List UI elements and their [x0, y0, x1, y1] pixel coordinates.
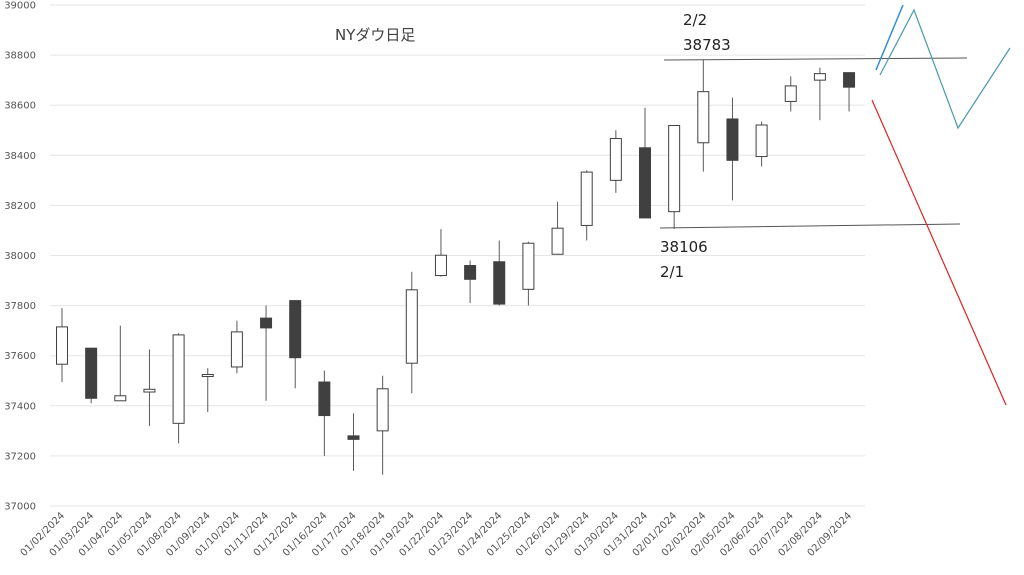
candle — [493, 240, 506, 306]
candle-body — [289, 300, 302, 359]
candle-body — [551, 227, 564, 255]
candle — [56, 308, 68, 383]
candle-body — [405, 289, 418, 364]
candle-body — [56, 326, 68, 365]
candle-body — [230, 331, 243, 368]
candle — [289, 300, 302, 389]
candle — [697, 59, 710, 172]
y-tick-label: 37600 — [4, 351, 36, 362]
y-tick-label: 38200 — [4, 201, 36, 212]
candle — [230, 320, 243, 374]
candle — [843, 72, 856, 112]
y-tick-label: 38400 — [4, 151, 36, 162]
candle — [172, 333, 185, 444]
candle — [318, 370, 331, 456]
candle-body — [522, 242, 535, 290]
candle — [260, 305, 273, 401]
y-tick-label: 37800 — [4, 301, 36, 312]
candle — [726, 97, 739, 201]
blue-projection-line — [875, 4, 904, 71]
candle — [347, 413, 360, 471]
candles — [56, 59, 856, 475]
candle — [813, 67, 826, 121]
candle — [522, 241, 535, 306]
candle — [668, 124, 681, 229]
candle-body — [609, 138, 622, 181]
candle-body — [143, 388, 156, 393]
candle-body — [114, 395, 127, 402]
y-tick-label: 38800 — [4, 51, 36, 62]
support-line — [659, 223, 961, 229]
candle-body — [434, 254, 447, 277]
low-value-annotation: 38106 — [660, 238, 708, 256]
candle-body — [813, 73, 826, 81]
candle-body — [201, 373, 214, 377]
y-tick-label: 37200 — [4, 451, 36, 462]
candle-body — [755, 124, 768, 158]
y-axis-ticks: 37000 37200 37400 37600 37800 38000 38200 38400… — [4, 1, 36, 513]
teal-projection-line — [879, 8, 1011, 130]
candle — [755, 121, 768, 167]
candle-body — [639, 147, 651, 219]
candle-body — [347, 435, 360, 440]
candle-body — [697, 91, 710, 144]
candle — [376, 375, 389, 475]
y-tick-label: 39000 — [4, 1, 36, 12]
candle-body — [784, 85, 797, 102]
high-value-annotation: 38783 — [683, 36, 731, 54]
resistance-line — [663, 57, 968, 61]
chart-title: NYダウ日足 — [335, 26, 415, 44]
candle — [639, 107, 651, 219]
red-projection-line — [871, 99, 1007, 406]
candle — [201, 368, 214, 413]
candle — [434, 229, 447, 277]
candle-body — [843, 72, 856, 88]
candle — [405, 271, 418, 394]
candle — [609, 130, 622, 193]
candle-body — [580, 171, 593, 226]
candle — [784, 76, 797, 112]
gridlines — [50, 4, 865, 507]
candle-body — [493, 261, 506, 305]
candle-body — [464, 265, 477, 280]
y-tick-label: 38600 — [4, 101, 36, 112]
y-tick-label: 38000 — [4, 251, 36, 262]
candle-body — [85, 347, 98, 399]
y-tick-label: 37000 — [4, 502, 36, 513]
annotation-labels: 2/2 38783 38106 2/1 — [660, 11, 731, 281]
candle — [464, 260, 477, 304]
candle — [85, 347, 98, 404]
candle-body — [668, 124, 681, 213]
candle-body — [376, 388, 389, 432]
candle — [551, 201, 564, 255]
high-date-annotation: 2/2 — [683, 11, 707, 29]
candle-body — [726, 118, 739, 161]
y-tick-label: 37400 — [4, 401, 36, 412]
candle-body — [260, 317, 273, 329]
low-date-annotation: 2/1 — [660, 263, 684, 281]
x-axis-ticks: 01/02/202401/03/202401/04/202401/05/2024… — [19, 510, 855, 559]
annotation-lines — [659, 57, 968, 229]
projection-lines — [871, 4, 1011, 406]
candle — [114, 325, 127, 402]
candle — [580, 170, 593, 241]
candle — [143, 349, 156, 426]
candle-body — [172, 334, 185, 424]
candle-body — [318, 381, 331, 417]
